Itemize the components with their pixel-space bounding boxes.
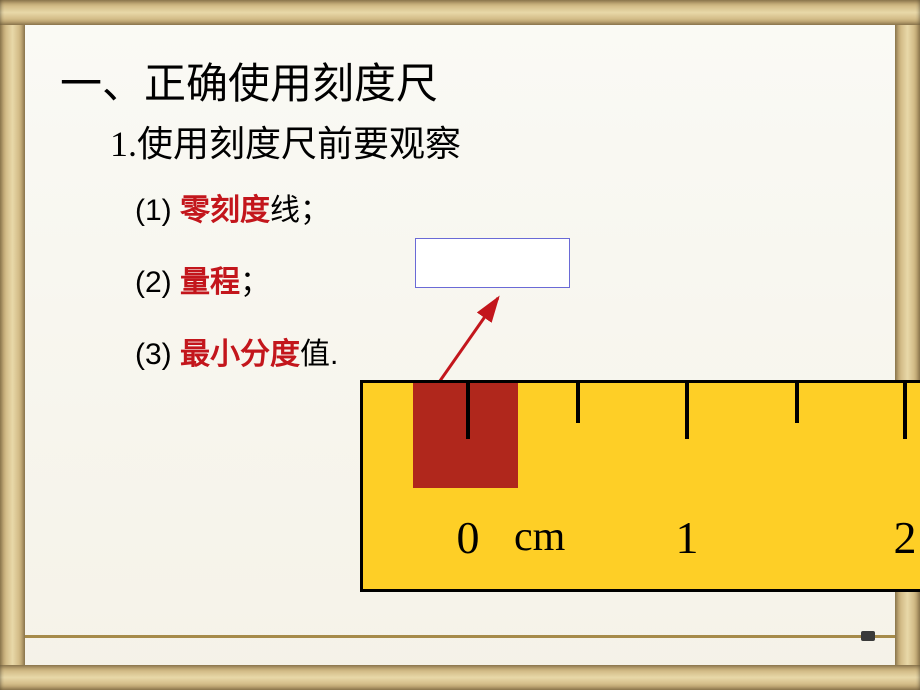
item-number: (3) [135, 338, 172, 371]
bottom-decoration [25, 635, 895, 665]
ruler-unit: cm [514, 513, 565, 561]
page-title: 一、正确使用刻度尺 [60, 50, 438, 111]
tick-major-2 [903, 383, 907, 439]
frame-bottom [0, 665, 920, 690]
item-keyword: 零刻度 [180, 194, 270, 227]
list-item: (3) 最小分度值. [135, 329, 338, 373]
item-number: (1) [135, 194, 172, 227]
item-keyword: 最小分度 [180, 338, 300, 371]
tick-major-1 [685, 383, 689, 439]
bottom-spot-icon [861, 631, 875, 641]
tick-half-0 [576, 383, 580, 423]
ruler-label-0: 0 [457, 511, 480, 564]
frame-top [0, 0, 920, 25]
item-tail: 线； [270, 194, 330, 227]
frame-left [0, 0, 25, 690]
item-tail: ； [240, 266, 270, 299]
item-tail: 值. [300, 338, 338, 371]
tick-half-1 [795, 383, 799, 423]
page-subtitle: 1.使用刻度尺前要观察 [110, 115, 461, 167]
callout-box [415, 238, 570, 288]
ruler-label-1: 1 [676, 511, 699, 564]
item-number: (2) [135, 266, 172, 299]
tick-major-0 [466, 383, 470, 439]
list-item: (2) 量程； [135, 257, 338, 301]
list-item: (1) 零刻度线； [135, 185, 338, 229]
item-list: (1) 零刻度线； (2) 量程； (3) 最小分度值. [135, 185, 338, 401]
ruler-diagram: 0 cm 1 2 [360, 380, 920, 592]
bottom-rule [25, 635, 895, 638]
ruler-label-2: 2 [894, 511, 917, 564]
item-keyword: 量程 [180, 266, 240, 299]
slide: 一、正确使用刻度尺 1.使用刻度尺前要观察 (1) 零刻度线； (2) 量程； … [0, 0, 920, 690]
